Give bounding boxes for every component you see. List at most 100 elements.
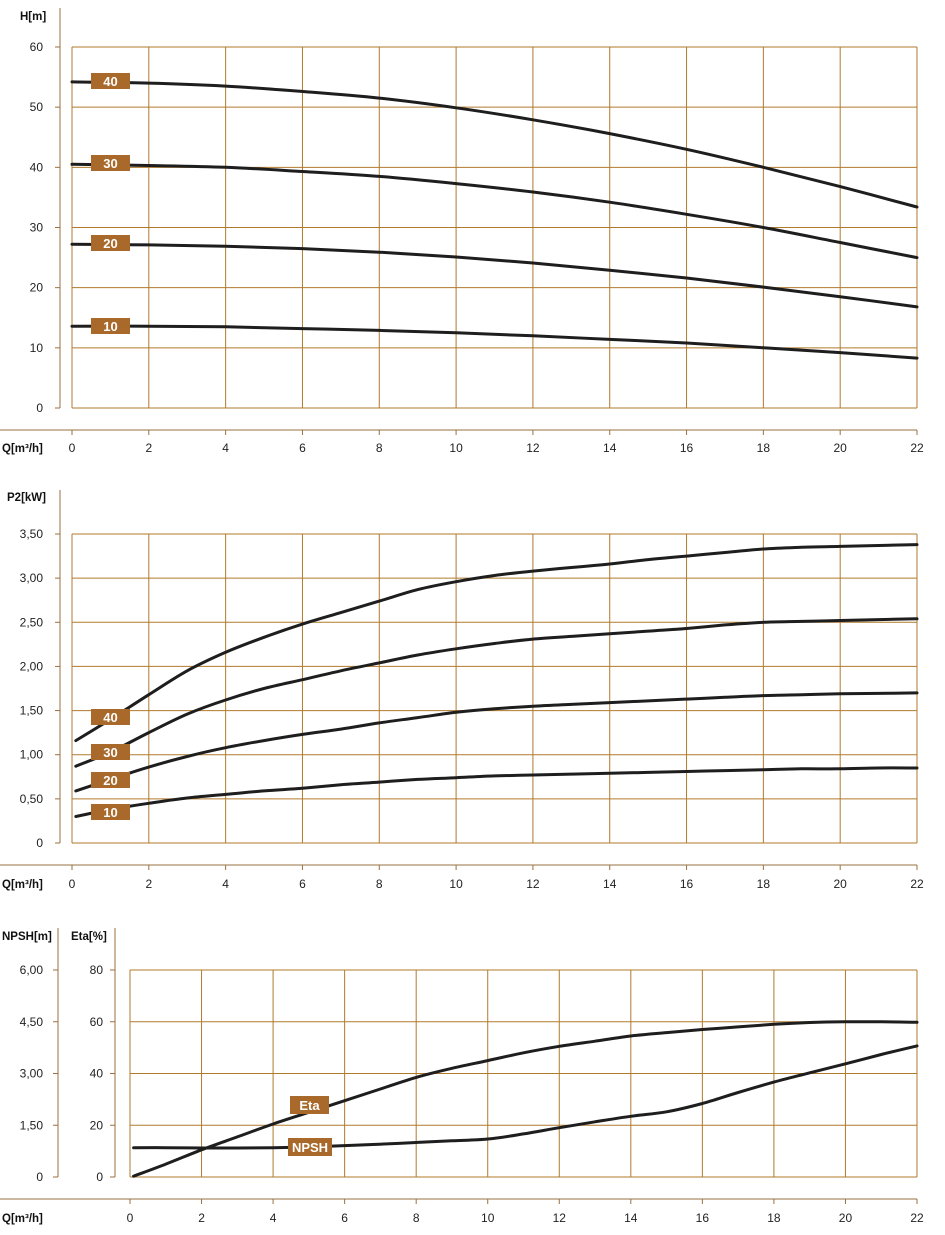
x-tick-label: 22 [910, 877, 924, 891]
y-left-tick-label: 3,00 [20, 1067, 44, 1081]
y-tick-label: 50 [30, 100, 44, 114]
curve-label-20: 20 [103, 773, 117, 788]
curve-label-30: 30 [103, 745, 117, 760]
curve-label-box-npsh [288, 1138, 332, 1156]
curve-30 [74, 617, 919, 768]
x-tick-label: 20 [834, 441, 848, 455]
x-tick-label: 22 [910, 1211, 924, 1225]
x-tick-label: 18 [767, 1211, 781, 1225]
head-grid [71, 46, 918, 409]
y-tick-label: 60 [90, 1015, 104, 1029]
y-tick-label: 2,00 [20, 659, 44, 673]
x-tick-label: 0 [69, 877, 76, 891]
y-left-tick-label: 0 [36, 1170, 43, 1184]
y-tick-label: 1,00 [20, 748, 44, 762]
y-left-tick-label: 1,50 [20, 1118, 44, 1132]
power-y-ticks: 0 0,50 1,00 1,50 2,00 2,50 3,00 3,50 [20, 490, 61, 850]
power-chart: P2[kW] Q[m³/h] 0 0,50 1,00 1,50 2,00 2,50 3,00… [0, 490, 924, 891]
y-left-tick-label: 4,50 [20, 1015, 44, 1029]
x-tick-label: 6 [341, 1211, 348, 1225]
x-tick-label: 18 [757, 441, 771, 455]
x-tick-label: 0 [69, 441, 76, 455]
y-tick-label: 1,50 [20, 704, 44, 718]
eta-y-ticks: 0 20 40 60 80 [90, 928, 116, 1184]
x-tick-label: 22 [910, 441, 924, 455]
x-tick-label: 14 [603, 877, 617, 891]
curve-20 [74, 691, 919, 793]
y-tick-label: 0 [36, 401, 43, 415]
power-curves [74, 543, 919, 818]
y-tick-label: 10 [30, 341, 44, 355]
x-tick-label: 14 [624, 1211, 638, 1225]
curve-label-10: 10 [103, 805, 117, 820]
x-tick-label: 8 [376, 441, 383, 455]
x-tick-label: 6 [299, 877, 306, 891]
y-tick-label: 20 [90, 1118, 104, 1132]
curve-label-box-20 [91, 772, 130, 788]
curve-label-box-20 [91, 235, 130, 251]
x-tick-label: 10 [481, 1211, 495, 1225]
y-tick-label: 3,50 [20, 527, 44, 541]
npsh-eta-curves [132, 1020, 919, 1178]
x-tick-label: 2 [198, 1211, 205, 1225]
head-y-ticks: 0 10 20 30 40 50 60 [30, 8, 61, 415]
curve-10 [70, 324, 919, 360]
npsh-axis-label: NPSH[m] [2, 931, 52, 943]
curve-label-box-30 [91, 744, 130, 760]
head-curve-labels: 40 30 20 10 [91, 73, 130, 334]
curve-label-40: 40 [103, 710, 117, 725]
x-tick-label: 16 [680, 441, 694, 455]
flow-x-ticks: 0 2 4 6 8 10 12 14 16 18 20 22 [0, 1198, 924, 1225]
power-grid [71, 533, 918, 844]
curve-label-box-40 [91, 73, 130, 89]
x-tick-label: 16 [696, 1211, 710, 1225]
y-tick-label: 3,00 [20, 571, 44, 585]
npsh-y-ticks: 0 1,50 3,00 4,50 6,00 [20, 928, 59, 1184]
x-tick-label: 6 [299, 441, 306, 455]
curve-label-40: 40 [103, 74, 117, 89]
curve-10 [74, 766, 919, 818]
x-tick-label: 14 [603, 441, 617, 455]
x-tick-label: 12 [526, 441, 540, 455]
head-axis-label: H[m] [20, 11, 46, 23]
x-tick-label: 16 [680, 877, 694, 891]
flow-x-ticks: 0 2 4 6 8 10 12 14 16 18 20 22 [0, 429, 924, 455]
flow-x-ticks: 0 2 4 6 8 10 12 14 16 18 20 22 [0, 864, 924, 891]
y-tick-label: 0,50 [20, 792, 44, 806]
npsh-eta-curve-labels: Eta NPSH [288, 1096, 332, 1156]
x-tick-label: 20 [839, 1211, 853, 1225]
y-tick-label: 40 [90, 1067, 104, 1081]
curve-label-eta: Eta [299, 1098, 320, 1113]
y-left-tick-label: 6,00 [20, 963, 44, 977]
curve-40 [74, 543, 919, 743]
x-tick-label: 8 [376, 877, 383, 891]
y-tick-label: 0 [36, 836, 43, 850]
x-tick-label: 4 [222, 441, 229, 455]
flow-axis-label: Q[m³/h] [2, 443, 43, 455]
curve-20 [70, 242, 919, 309]
curve-label-10: 10 [103, 319, 117, 334]
curve-40 [70, 80, 919, 209]
curve-npsh [132, 1044, 919, 1150]
x-tick-label: 4 [270, 1211, 277, 1225]
head-chart: H[m] Q[m³/h] 0 10 20 30 40 50 60 0 2 4 6 8 10 12 14 16… [0, 8, 924, 455]
x-tick-label: 2 [145, 877, 152, 891]
curve-label-box-30 [91, 155, 130, 171]
eta-axis-label: Eta[%] [71, 931, 107, 943]
y-tick-label: 0 [96, 1170, 103, 1184]
curve-label-box-40 [91, 709, 130, 725]
curve-label-box-10 [91, 318, 130, 334]
y-tick-label: 30 [30, 221, 44, 235]
curve-30 [70, 162, 919, 260]
curve-label-30: 30 [103, 156, 117, 171]
npsh-eta-grid [129, 969, 918, 1178]
power-axis-label: P2[kW] [7, 492, 46, 504]
y-tick-label: 40 [30, 160, 44, 174]
head-curves [70, 80, 919, 360]
x-tick-label: 0 [127, 1211, 134, 1225]
x-tick-label: 4 [222, 877, 229, 891]
y-tick-label: 20 [30, 281, 44, 295]
flow-axis-label: Q[m³/h] [2, 1213, 43, 1225]
